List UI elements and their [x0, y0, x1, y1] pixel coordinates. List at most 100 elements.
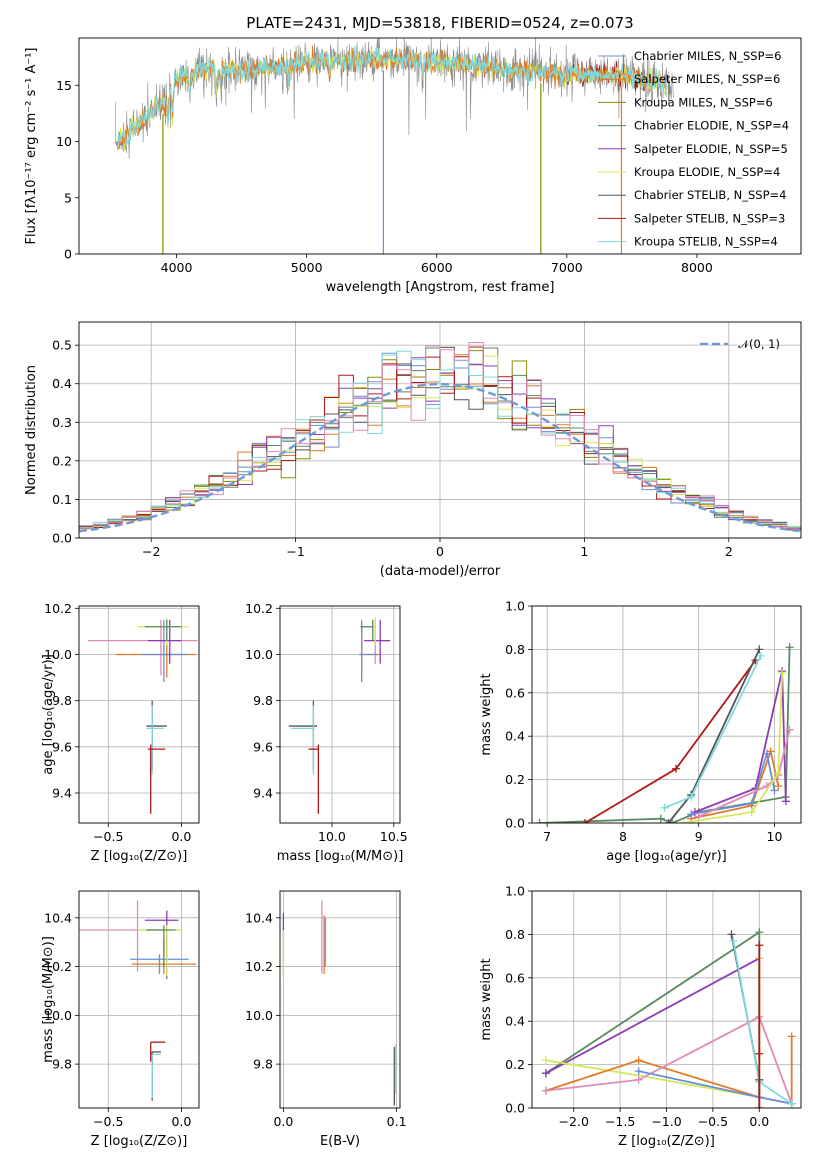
plot-area [79, 342, 801, 533]
series-marker [755, 645, 764, 654]
axes-frame [531, 890, 802, 1109]
series-marker [687, 810, 696, 819]
y-tick-label: 1.0 [505, 884, 525, 899]
y-tick-label: 10.2 [245, 959, 273, 974]
y-tick-label: 15 [56, 78, 72, 93]
x-axis-label: E(B-V) [320, 1134, 360, 1149]
y-axis-label: age [log₁₀(age/yr)] [41, 654, 56, 775]
histogram-pink [79, 342, 801, 530]
y-tick-label: 0.0 [505, 816, 525, 831]
y-tick-label: 10 [56, 134, 72, 149]
y-tick-label: 0.0 [505, 1101, 525, 1116]
y-tick-label: 9.6 [52, 739, 72, 754]
x-tick-label: 6000 [421, 260, 453, 275]
residual-histogram-panel: −2 −1 0 1 2 0.0 0.1 0.2 0.3 0.4 0.5 (data-model)/er… [24, 321, 802, 579]
x-tick-label: 8 [619, 829, 627, 844]
x-tick-label: 10.0 [318, 829, 346, 844]
y-axis-label: mass [log₁₀(M/M⊙)] [41, 936, 56, 1063]
series-marker [668, 819, 677, 823]
axes-frame [78, 321, 802, 539]
axes-frame [78, 890, 200, 1109]
y-tick-label: 9.8 [52, 1057, 72, 1072]
x-tick-label: 0 [436, 544, 444, 559]
x-tick-label: 1 [580, 544, 588, 559]
axes-frame [279, 605, 401, 824]
series-marker [679, 819, 688, 823]
x-tick-label: 0.0 [273, 1114, 293, 1129]
series-line-3 [545, 1036, 793, 1105]
data-spectrum-line [115, 38, 674, 159]
y-tick-label: 0 [64, 247, 72, 262]
x-tick-label: 5000 [291, 260, 323, 275]
series-line-8 [683, 673, 783, 823]
series-marker [785, 725, 794, 734]
series-marker [694, 812, 703, 821]
series-marker [535, 819, 544, 823]
mass-vs-ebv-panel: 0.0 0.1 9.8 10.0 10.2 10.4 E(B-V) [245, 890, 407, 1149]
series-marker [755, 928, 764, 937]
series-marker [747, 799, 756, 808]
y-tick-label: 0.8 [505, 642, 525, 657]
legend-entry: Kroupa ELODIE, N_SSP=4 [634, 165, 780, 179]
series-marker [634, 1056, 643, 1065]
age-vs-metallicity-panel: −0.5 0.0 9.4 9.6 9.8 10.0 10.2 Z [log₁₀(Z/Z⊙)] a… [41, 601, 200, 864]
y-tick-label: 10.0 [245, 647, 273, 662]
series-marker [787, 1099, 796, 1108]
y-axis-label: Normed distribution [24, 365, 39, 495]
kroupa-stelib-model-line [117, 45, 667, 147]
plot-area [541, 928, 796, 1108]
legend-entry: Chabrier STELIB, N_SSP=4 [634, 188, 786, 202]
x-tick-label: −1.0 [651, 1114, 681, 1129]
x-tick-label: 0.0 [171, 1114, 191, 1129]
mass-vs-metallicity-panel: −0.5 0.0 9.8 10.0 10.2 10.4 Z [log₁₀(Z/Z⊙)] mas… [41, 890, 200, 1149]
series-marker [687, 792, 696, 801]
x-tick-label: −2.0 [559, 1114, 589, 1129]
series-marker [581, 819, 590, 823]
y-tick-label: 0.1 [52, 492, 72, 507]
series-marker [756, 651, 765, 660]
x-axis-label: Z [log₁₀(Z/Z⊙)] [618, 1134, 715, 1149]
y-axis-label: Flux [fλ10⁻¹⁷ erg cm⁻² s⁻¹ A⁻¹] [24, 48, 39, 245]
series-line-1 [545, 957, 760, 1075]
y-tick-label: 0.6 [505, 970, 525, 985]
y-tick-label: 0.3 [52, 415, 72, 430]
x-tick-label: −0.5 [93, 829, 123, 844]
axes-frame [78, 605, 200, 824]
series-marker [671, 764, 680, 773]
salpeter-miles-model-line [117, 45, 667, 150]
x-tick-label: 7000 [551, 260, 583, 275]
y-axis-label: mass weight [479, 958, 494, 1040]
y-tick-label: 9.8 [253, 1057, 273, 1072]
y-tick-label: 0.2 [505, 772, 525, 787]
y-tick-label: 10.0 [245, 1008, 273, 1023]
plot-area [288, 617, 391, 814]
plot-area [282, 900, 397, 1106]
x-axis-label: wavelength [Angstrom, rest frame] [326, 280, 555, 295]
plot-area [535, 643, 794, 823]
series-marker [634, 1067, 643, 1076]
y-tick-label: 10.4 [44, 910, 72, 925]
y-tick-label: 0.4 [52, 376, 72, 391]
series-marker [541, 1086, 550, 1095]
series-marker [755, 1049, 764, 1058]
series-marker [660, 803, 669, 812]
series-marker [747, 808, 756, 817]
y-tick-label: 9.4 [253, 785, 273, 800]
x-tick-label: −2 [142, 544, 160, 559]
y-tick-label: 0.6 [505, 685, 525, 700]
x-axis-label: Z [log₁₀(Z/Z⊙)] [91, 849, 188, 864]
series-line-4 [545, 1015, 793, 1105]
axes-frame [78, 37, 802, 255]
plot-area [79, 900, 197, 1101]
y-tick-label: 0.5 [52, 338, 72, 353]
y-tick-label: 10.0 [44, 647, 72, 662]
series-marker [727, 930, 736, 939]
y-tick-label: 0.0 [52, 531, 72, 546]
legend-entry: Salpeter MILES, N_SSP=6 [634, 72, 780, 86]
axes-frame [279, 890, 401, 1109]
spectrum-panel: 4000 5000 6000 7000 8000 0 5 10 15 wavelength [An… [24, 37, 802, 295]
series-marker [729, 936, 738, 945]
age-vs-mass-panel: 10.0 10.5 9.4 9.6 9.8 10.0 10.2 mass [log₁₀(M/M… [245, 601, 408, 864]
series-marker [541, 1056, 550, 1065]
